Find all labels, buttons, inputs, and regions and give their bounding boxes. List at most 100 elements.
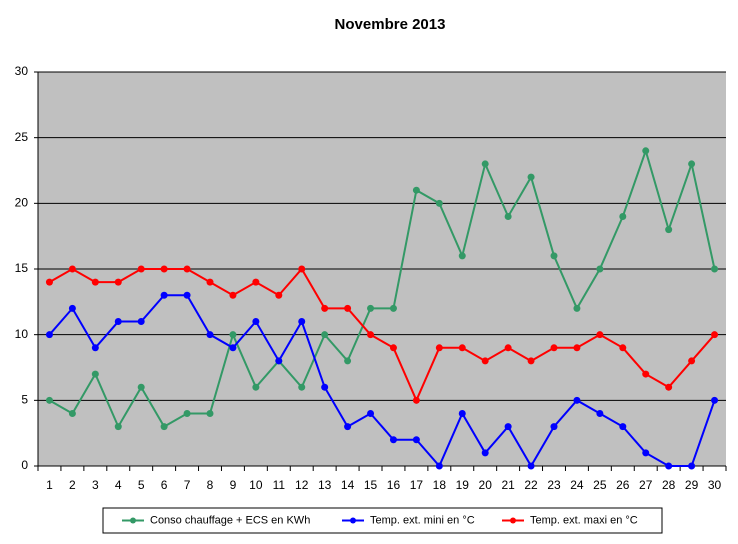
data-point <box>527 357 535 365</box>
data-point <box>435 199 443 207</box>
data-point <box>91 344 99 352</box>
data-point <box>389 436 397 444</box>
data-point <box>573 344 581 352</box>
data-point <box>45 331 53 339</box>
data-point <box>665 383 673 391</box>
x-tick-label: 6 <box>161 478 168 492</box>
data-point <box>711 265 719 273</box>
data-point <box>389 304 397 312</box>
data-point <box>275 291 283 299</box>
data-point <box>183 409 191 417</box>
x-tick-label: 24 <box>570 478 584 492</box>
data-point <box>229 291 237 299</box>
x-tick-label: 18 <box>433 478 447 492</box>
data-point <box>137 318 145 326</box>
series-line <box>48 147 716 429</box>
y-tick-label: 5 <box>21 393 28 407</box>
data-point <box>504 344 512 352</box>
legend-marker <box>510 517 516 524</box>
y-tick-label: 30 <box>15 64 29 78</box>
x-tick-label: 2 <box>69 478 76 492</box>
data-point <box>252 383 260 391</box>
legend-label: Temp. ext. mini en °C <box>370 514 475 526</box>
data-point <box>642 370 650 378</box>
data-point <box>91 278 99 286</box>
data-point <box>550 252 558 260</box>
data-point <box>367 304 375 312</box>
data-point <box>504 423 512 431</box>
y-tick-label: 10 <box>15 327 29 341</box>
data-point <box>481 357 489 365</box>
data-point <box>596 409 604 417</box>
data-point <box>229 344 237 352</box>
data-point <box>527 462 535 470</box>
data-point <box>91 370 99 378</box>
data-point <box>596 331 604 339</box>
y-tick-label: 25 <box>15 130 29 144</box>
data-point <box>298 265 306 273</box>
data-point <box>183 291 191 299</box>
data-point <box>550 344 558 352</box>
data-point <box>642 147 650 155</box>
x-tick-label: 7 <box>184 478 191 492</box>
data-point <box>435 344 443 352</box>
data-point <box>367 331 375 339</box>
x-tick-label: 15 <box>364 478 378 492</box>
data-point <box>619 212 627 220</box>
data-point <box>114 278 122 286</box>
data-point <box>137 265 145 273</box>
data-point <box>344 423 352 431</box>
data-point <box>114 423 122 431</box>
data-point <box>252 278 260 286</box>
data-point <box>412 436 420 444</box>
x-tick-label: 27 <box>639 478 653 492</box>
x-tick-label: 9 <box>230 478 237 492</box>
data-point <box>344 304 352 312</box>
x-tick-label: 10 <box>249 478 263 492</box>
data-point <box>573 304 581 312</box>
data-point <box>688 462 696 470</box>
x-tick-label: 13 <box>318 478 332 492</box>
data-point <box>412 396 420 404</box>
legend-marker <box>130 517 136 524</box>
data-point <box>688 357 696 365</box>
data-point <box>275 357 283 365</box>
data-point <box>206 278 214 286</box>
legend <box>102 507 663 534</box>
data-point <box>321 331 329 339</box>
x-tick-label: 17 <box>410 478 424 492</box>
data-point <box>160 423 168 431</box>
data-point <box>458 344 466 352</box>
data-point <box>344 357 352 365</box>
data-point <box>412 186 420 194</box>
data-point <box>481 449 489 457</box>
data-point <box>252 318 260 326</box>
data-point <box>321 304 329 312</box>
data-point <box>504 212 512 220</box>
x-tick-label: 4 <box>115 478 122 492</box>
x-tick-label: 28 <box>662 478 676 492</box>
x-tick-label: 23 <box>547 478 561 492</box>
x-tick-label: 14 <box>341 478 355 492</box>
legend-label: Conso chauffage + ECS en KWh <box>150 514 310 526</box>
legend-label: Temp. ext. maxi en °C <box>530 514 638 526</box>
x-tick-label: 11 <box>273 478 286 492</box>
x-tick-label: 12 <box>295 478 309 492</box>
chart-title: Novembre 2013 <box>335 16 446 33</box>
data-point <box>619 423 627 431</box>
series-line <box>48 294 716 468</box>
data-point <box>45 278 53 286</box>
x-tick-label: 30 <box>708 478 722 492</box>
data-point <box>619 344 627 352</box>
data-point <box>68 265 76 273</box>
data-point <box>642 449 650 457</box>
data-point <box>458 252 466 260</box>
data-point <box>711 331 719 339</box>
x-tick-label: 3 <box>92 478 99 492</box>
x-tick-label: 22 <box>524 478 538 492</box>
data-point <box>665 462 673 470</box>
data-point <box>527 173 535 181</box>
data-point <box>68 409 76 417</box>
x-tick-label: 5 <box>138 478 145 492</box>
legend-marker <box>350 517 356 524</box>
